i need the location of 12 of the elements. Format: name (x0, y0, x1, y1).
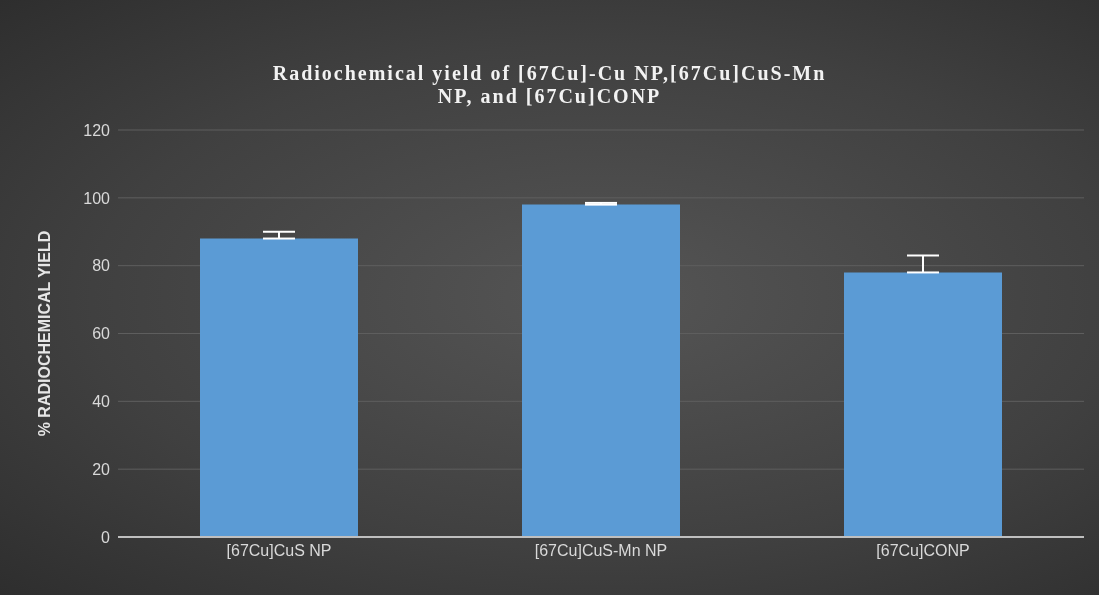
y-tick-label: 60 (92, 325, 111, 343)
y-tick-label: 80 (92, 257, 111, 275)
y-tick-label: 120 (83, 121, 111, 139)
x-tick-label: [67Cu]CuS-Mn NP (534, 542, 668, 560)
chart-title: Radiochemical yield of [67Cu]-Cu NP,[67Cu]CuS-Mn NP, and [67Cu]CONP (271, 62, 828, 108)
y-tick-label: 0 (101, 528, 111, 546)
x-tick-label: [67Cu]CONP (876, 542, 970, 560)
y-tick-label: 40 (92, 393, 111, 411)
y-tick-label: 20 (92, 460, 111, 478)
y-tick-label: 100 (83, 189, 111, 207)
x-tick-label: [67Cu]CuS NP (226, 542, 332, 560)
y-axis-title: % RADIOCHEMICAL YIELD (35, 230, 53, 437)
